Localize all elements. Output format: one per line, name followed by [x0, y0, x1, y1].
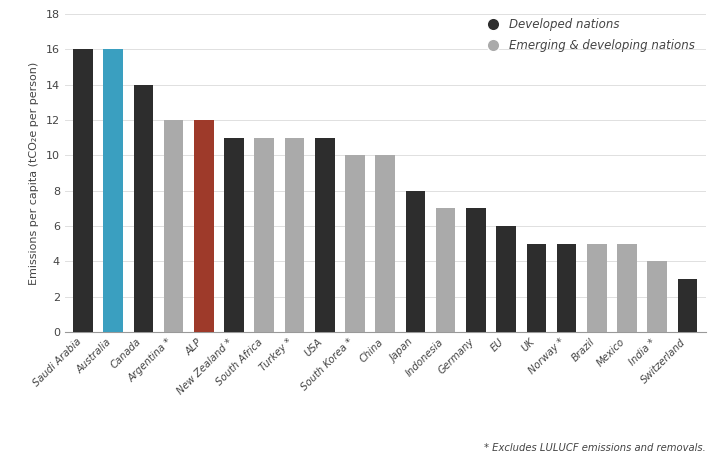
Bar	[587, 243, 607, 332]
Bar	[104, 49, 123, 332]
Bar	[496, 226, 516, 332]
Bar	[163, 120, 184, 332]
Bar	[73, 49, 93, 332]
Bar	[405, 190, 426, 332]
Bar	[315, 137, 335, 332]
Bar	[194, 120, 214, 332]
Y-axis label: Emissions per capita (tCO₂e per person): Emissions per capita (tCO₂e per person)	[29, 61, 39, 284]
Bar	[678, 279, 697, 332]
Legend: Developed nations, Emerging & developing nations: Developed nations, Emerging & developing…	[476, 13, 700, 57]
Bar	[254, 137, 274, 332]
Bar	[617, 243, 636, 332]
Bar	[526, 243, 546, 332]
Bar	[134, 84, 153, 332]
Bar	[224, 137, 244, 332]
Bar	[647, 261, 667, 332]
Bar	[466, 208, 486, 332]
Bar	[436, 208, 456, 332]
Bar	[375, 155, 395, 332]
Bar	[557, 243, 577, 332]
Text: * Excludes LULUCF emissions and removals.: * Excludes LULUCF emissions and removals…	[484, 443, 706, 453]
Bar	[284, 137, 305, 332]
Bar	[345, 155, 365, 332]
